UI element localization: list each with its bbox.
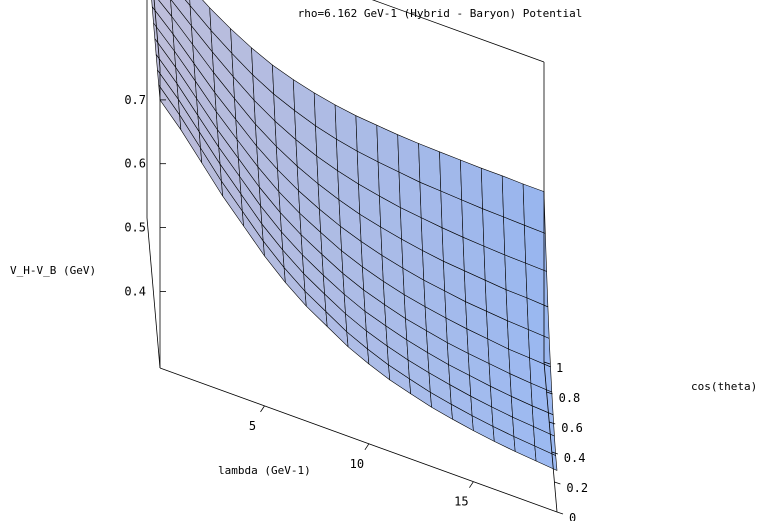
- y-tick-label: 1: [556, 361, 563, 375]
- surface-patch-1-9: [184, 0, 191, 6]
- x-axis-title: lambda (GeV-1): [218, 464, 311, 477]
- y-tick-mark: [549, 421, 556, 425]
- bounding-box: [146, 0, 558, 513]
- x-tick-label: 15: [454, 495, 468, 509]
- box-edge-top-back: [371, 0, 545, 63]
- z-tick-label: 0.6: [124, 157, 146, 171]
- y-tick-label: 0: [569, 511, 576, 521]
- z-axis-title: V_H-V_B (GeV): [10, 264, 96, 277]
- box-edge-front: [159, 367, 558, 513]
- box-edge-right: [543, 361, 558, 513]
- y-tick-label: 0.4: [564, 451, 586, 465]
- tick-layer: 5 10 15 0 0.2 0.4 0.6 0.8 1 0.4 0.5 0.6 0.7: [124, 93, 588, 525]
- x-tick-mark: [364, 443, 370, 451]
- box-edge-top-left: [153, 0, 161, 69]
- surface-patch-16-9: [480, 167, 504, 218]
- y-tick-label: 0.2: [566, 481, 588, 495]
- y-tick-mark: [554, 481, 561, 485]
- z-tick-label: 0.7: [124, 93, 146, 107]
- chart-title: rho=6.162 GeV-1 (Hybrid - Baryon) Potent…: [298, 7, 583, 20]
- y-tick-label: 0.6: [561, 421, 583, 435]
- y-tick-mark: [543, 361, 551, 365]
- z-tick-label: 0.4: [124, 284, 146, 298]
- z-tick-label: 0.5: [124, 221, 146, 235]
- x-tick-mark: [260, 405, 265, 413]
- surface-patch-0-7: [158, 0, 173, 17]
- x-tick-label: 5: [249, 419, 256, 433]
- box-edge-left: [146, 217, 161, 369]
- y-tick-mark: [556, 511, 564, 515]
- y-axis-title: cos(theta): [691, 380, 757, 393]
- x-tick-mark: [469, 481, 474, 488]
- surface-layer: [151, 0, 558, 471]
- x-tick-label: 10: [350, 457, 364, 471]
- y-tick-mark: [551, 451, 558, 455]
- y-tick-label: 0.8: [559, 391, 581, 405]
- y-tick-mark: [546, 391, 553, 395]
- surface-patch-17-9: [501, 175, 525, 226]
- surface-patch-18-9: [522, 183, 546, 234]
